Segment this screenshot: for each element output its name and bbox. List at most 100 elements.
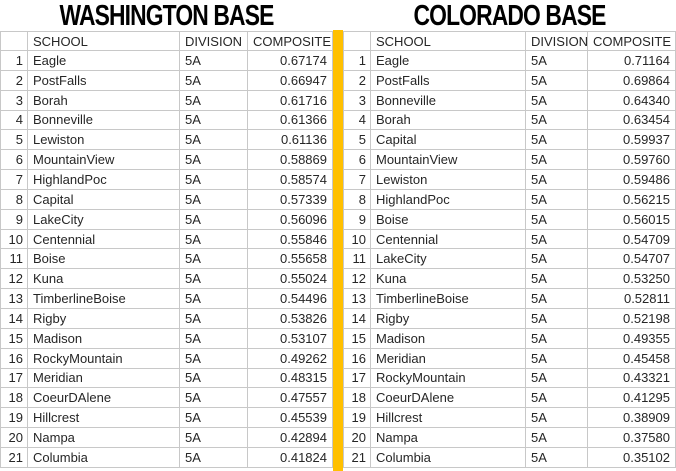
school-cell[interactable]: Centennial (28, 229, 180, 250)
division-cell[interactable]: 5A (526, 51, 588, 71)
division-cell[interactable]: 5A (526, 130, 588, 151)
division-cell[interactable]: 5A (180, 170, 248, 190)
composite-cell[interactable]: 0.49262 (248, 348, 333, 369)
division-cell[interactable]: 5A (526, 269, 588, 290)
row-number-cell[interactable]: 2 (1, 70, 28, 91)
division-cell[interactable]: 5A (180, 150, 248, 171)
school-cell[interactable]: Madison (28, 328, 180, 349)
row-number-cell[interactable]: 7 (1, 170, 28, 190)
school-cell[interactable]: Borah (371, 110, 526, 131)
composite-cell[interactable]: 0.59760 (588, 150, 676, 171)
division-cell[interactable]: 5A (526, 249, 588, 270)
division-cell[interactable]: 5A (180, 110, 248, 131)
composite-cell[interactable]: 0.61716 (248, 90, 333, 111)
highlighted-separator-column[interactable] (333, 30, 343, 471)
school-cell[interactable]: Hillcrest (371, 408, 526, 429)
division-cell[interactable]: 5A (526, 110, 588, 131)
composite-cell[interactable]: 0.67174 (248, 51, 333, 71)
school-cell[interactable]: HighlandPoc (371, 189, 526, 210)
division-cell[interactable]: 5A (526, 328, 588, 349)
school-cell[interactable]: LakeCity (28, 209, 180, 230)
row-number-cell[interactable]: 19 (344, 408, 371, 429)
row-number-cell[interactable]: 9 (344, 209, 371, 230)
school-cell[interactable]: Eagle (28, 51, 180, 71)
composite-cell[interactable]: 0.69864 (588, 70, 676, 91)
school-cell[interactable]: Boise (28, 249, 180, 270)
row-number-cell[interactable]: 16 (344, 348, 371, 369)
row-number-cell[interactable]: 18 (344, 388, 371, 409)
school-cell[interactable]: PostFalls (371, 70, 526, 91)
school-cell[interactable]: Rigby (371, 308, 526, 329)
division-cell[interactable]: 5A (180, 328, 248, 349)
composite-cell[interactable]: 0.45539 (248, 408, 333, 429)
school-cell[interactable]: Rigby (28, 308, 180, 329)
row-number-cell[interactable]: 5 (1, 130, 28, 151)
composite-cell[interactable]: 0.54496 (248, 289, 333, 309)
composite-cell[interactable]: 0.61136 (248, 130, 333, 151)
row-number-cell[interactable]: 9 (1, 209, 28, 230)
composite-cell[interactable]: 0.47557 (248, 388, 333, 409)
composite-cell[interactable]: 0.55024 (248, 269, 333, 290)
column-header-school[interactable]: SCHOOL (371, 32, 526, 51)
row-number-cell[interactable]: 12 (1, 269, 28, 290)
division-cell[interactable]: 5A (180, 269, 248, 290)
division-cell[interactable]: 5A (180, 388, 248, 409)
row-header-corner-cell[interactable] (344, 32, 371, 51)
column-header-division[interactable]: DIVISION (180, 32, 248, 51)
composite-cell[interactable]: 0.52198 (588, 308, 676, 329)
composite-cell[interactable]: 0.71164 (588, 51, 676, 71)
composite-cell[interactable]: 0.54707 (588, 249, 676, 270)
row-number-cell[interactable]: 14 (344, 308, 371, 329)
division-cell[interactable]: 5A (180, 209, 248, 230)
school-cell[interactable]: Centennial (371, 229, 526, 250)
division-cell[interactable]: 5A (180, 308, 248, 329)
division-cell[interactable]: 5A (180, 249, 248, 270)
school-cell[interactable]: LakeCity (371, 249, 526, 270)
composite-cell[interactable]: 0.59937 (588, 130, 676, 151)
division-cell[interactable]: 5A (180, 368, 248, 389)
composite-cell[interactable]: 0.35102 (588, 447, 676, 468)
school-cell[interactable]: CoeurDAlene (28, 388, 180, 409)
composite-cell[interactable]: 0.66947 (248, 70, 333, 91)
division-cell[interactable]: 5A (526, 70, 588, 91)
school-cell[interactable]: Bonneville (371, 90, 526, 111)
division-cell[interactable]: 5A (526, 428, 588, 448)
school-cell[interactable]: Bonneville (28, 110, 180, 131)
row-number-cell[interactable]: 2 (344, 70, 371, 91)
composite-cell[interactable]: 0.48315 (248, 368, 333, 389)
row-number-cell[interactable]: 4 (344, 110, 371, 131)
row-number-cell[interactable]: 13 (344, 289, 371, 309)
school-cell[interactable]: Capital (28, 189, 180, 210)
row-number-cell[interactable]: 20 (344, 428, 371, 448)
school-cell[interactable]: Nampa (371, 428, 526, 448)
division-cell[interactable]: 5A (526, 408, 588, 429)
column-header-composite[interactable]: COMPOSITE (588, 32, 676, 51)
division-cell[interactable]: 5A (526, 170, 588, 190)
school-cell[interactable]: Columbia (371, 447, 526, 468)
school-cell[interactable]: PostFalls (28, 70, 180, 91)
composite-cell[interactable]: 0.45458 (588, 348, 676, 369)
row-number-cell[interactable]: 3 (1, 90, 28, 111)
composite-cell[interactable]: 0.63454 (588, 110, 676, 131)
composite-cell[interactable]: 0.53107 (248, 328, 333, 349)
row-number-cell[interactable]: 11 (1, 249, 28, 270)
composite-cell[interactable]: 0.56215 (588, 189, 676, 210)
division-cell[interactable]: 5A (526, 348, 588, 369)
division-cell[interactable]: 5A (180, 130, 248, 151)
composite-cell[interactable]: 0.37580 (588, 428, 676, 448)
division-cell[interactable]: 5A (526, 90, 588, 111)
composite-cell[interactable]: 0.56096 (248, 209, 333, 230)
row-number-cell[interactable]: 14 (1, 308, 28, 329)
division-cell[interactable]: 5A (180, 229, 248, 250)
school-cell[interactable]: MountainView (28, 150, 180, 171)
school-cell[interactable]: Nampa (28, 428, 180, 448)
row-number-cell[interactable]: 1 (1, 51, 28, 71)
division-cell[interactable]: 5A (180, 189, 248, 210)
division-cell[interactable]: 5A (180, 51, 248, 71)
row-number-cell[interactable]: 19 (1, 408, 28, 429)
composite-cell[interactable]: 0.41824 (248, 447, 333, 468)
school-cell[interactable]: Columbia (28, 447, 180, 468)
division-cell[interactable]: 5A (180, 90, 248, 111)
school-cell[interactable]: Kuna (371, 269, 526, 290)
composite-cell[interactable]: 0.49355 (588, 328, 676, 349)
